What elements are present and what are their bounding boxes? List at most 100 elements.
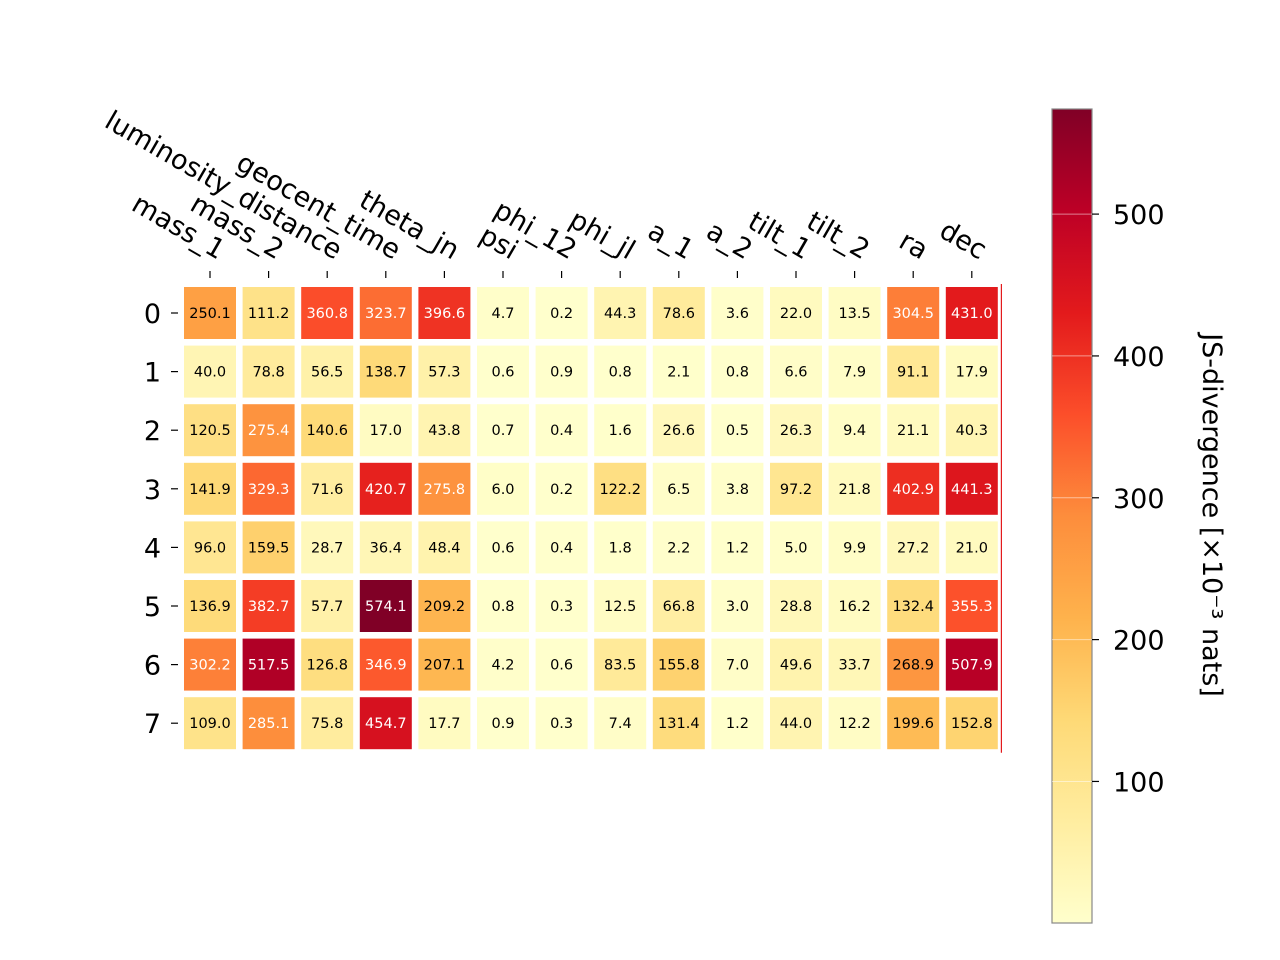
heatmap-cell xyxy=(887,697,940,750)
heatmap-cell xyxy=(711,404,764,457)
cell-value-label: 0.2 xyxy=(550,482,573,498)
cell-value-label: 382.7 xyxy=(248,599,290,615)
heatmap-cell xyxy=(887,287,940,339)
heatmap-cell xyxy=(770,404,822,457)
cell-value-label: 420.7 xyxy=(365,482,407,498)
heatmap-cell xyxy=(535,287,588,339)
cell-value-label: 360.8 xyxy=(306,306,348,322)
cell-value-label: 2.2 xyxy=(667,540,690,556)
cell-value-label: 91.1 xyxy=(897,365,929,381)
heatmap-cell xyxy=(828,462,881,515)
heatmap-cell xyxy=(184,404,236,457)
cell-value-label: 57.7 xyxy=(311,599,343,615)
heatmap-cell xyxy=(242,580,295,632)
colorbar-tick-label: 300 xyxy=(1113,484,1165,515)
heatmap-cell xyxy=(418,580,471,632)
heatmap-cell xyxy=(594,345,647,398)
heatmap-cell xyxy=(828,697,881,750)
cell-value-label: 0.6 xyxy=(491,365,514,381)
heatmap-cell xyxy=(418,345,471,398)
cell-value-label: 6.6 xyxy=(784,365,807,381)
cell-value-label: 36.4 xyxy=(370,540,402,556)
cell-value-label: 21.1 xyxy=(897,423,929,439)
heatmap-cell xyxy=(887,462,940,515)
x-axis-ticks: mass_1mass_2luminosity_distancegeocent_t… xyxy=(100,105,992,278)
cell-value-label: 155.8 xyxy=(658,658,700,674)
cell-value-label: 302.2 xyxy=(189,658,231,674)
cell-value-label: 44.3 xyxy=(604,306,636,322)
heatmap-cell xyxy=(535,462,588,515)
heatmap-cell xyxy=(535,521,588,574)
heatmap-cell xyxy=(887,638,940,691)
heatmap-cell xyxy=(770,345,822,398)
cell-value-label: 96.0 xyxy=(194,540,226,556)
heatmap-cell xyxy=(535,697,588,750)
heatmap-cell xyxy=(359,638,412,691)
cell-value-label: 355.3 xyxy=(951,599,993,615)
cell-value-label: 285.1 xyxy=(248,716,290,732)
heatmap-cell xyxy=(359,462,412,515)
heatmap-cell xyxy=(887,404,940,457)
heatmap-cell xyxy=(477,287,529,339)
cell-value-label: 574.1 xyxy=(365,599,407,615)
cell-value-label: 40.3 xyxy=(956,423,988,439)
heatmap-cell xyxy=(711,521,764,574)
cell-value-label: 1.6 xyxy=(609,423,632,439)
x-tick-label: phi_jl xyxy=(564,204,640,266)
heatmap-cell xyxy=(184,462,236,515)
cell-value-label: 0.2 xyxy=(550,306,573,322)
cell-value-label: 0.3 xyxy=(550,716,573,732)
heatmap-cell xyxy=(535,580,588,632)
colorbar-label: JS-divergence [×10⁻³ nats] xyxy=(1196,331,1227,697)
cell-value-label: 33.7 xyxy=(838,658,870,674)
heatmap-cell xyxy=(359,345,412,398)
cell-value-label: 57.3 xyxy=(428,365,460,381)
cell-value-label: 5.0 xyxy=(784,540,807,556)
cell-value-label: 0.7 xyxy=(491,423,514,439)
y-tick-label: 2 xyxy=(144,416,161,447)
cell-value-label: 17.7 xyxy=(428,716,460,732)
heatmap-cell xyxy=(477,462,529,515)
x-tick-label: tilt_1 xyxy=(743,206,816,266)
cell-value-label: 6.5 xyxy=(667,482,690,498)
heatmap-cell xyxy=(652,287,705,339)
heatmap-cell xyxy=(418,697,471,750)
heatmap-cell xyxy=(477,521,529,574)
cell-value-label: 122.2 xyxy=(599,482,641,498)
heatmap-cell xyxy=(594,462,647,515)
cell-value-label: 0.8 xyxy=(609,365,632,381)
heatmap-cell xyxy=(594,638,647,691)
heatmap-cell xyxy=(184,580,236,632)
cell-value-label: 78.6 xyxy=(663,306,695,322)
cell-value-label: 275.4 xyxy=(248,423,290,439)
cell-value-label: 7.9 xyxy=(843,365,866,381)
cell-value-label: 28.8 xyxy=(780,599,812,615)
cell-value-label: 111.2 xyxy=(248,306,290,322)
cell-value-label: 304.5 xyxy=(892,306,934,322)
x-tick-label: ra xyxy=(894,225,933,266)
cell-value-label: 4.7 xyxy=(491,306,514,322)
heatmap-cell xyxy=(770,462,822,515)
heatmap-cell xyxy=(594,287,647,339)
cell-value-label: 199.6 xyxy=(892,716,934,732)
cell-value-label: 517.5 xyxy=(248,658,290,674)
cell-value-label: 9.4 xyxy=(843,423,866,439)
heatmap-cell xyxy=(652,462,705,515)
cell-value-label: 4.2 xyxy=(491,658,514,674)
cell-value-label: 17.0 xyxy=(370,423,402,439)
cell-value-label: 21.0 xyxy=(956,540,988,556)
cell-value-label: 40.0 xyxy=(194,365,226,381)
heatmap-cell xyxy=(945,521,998,574)
heatmap-cell xyxy=(828,287,881,339)
heatmap-cell xyxy=(242,521,295,574)
x-tick-label: tilt_2 xyxy=(801,206,874,266)
heatmap-cell xyxy=(301,521,354,574)
heatmap-cell xyxy=(594,580,647,632)
cell-value-label: 16.2 xyxy=(838,599,870,615)
heatmap-cell xyxy=(477,638,529,691)
cell-value-label: 12.5 xyxy=(604,599,636,615)
heatmap-cell xyxy=(359,287,412,339)
cell-value-label: 109.0 xyxy=(189,716,231,732)
cell-value-label: 209.2 xyxy=(424,599,466,615)
